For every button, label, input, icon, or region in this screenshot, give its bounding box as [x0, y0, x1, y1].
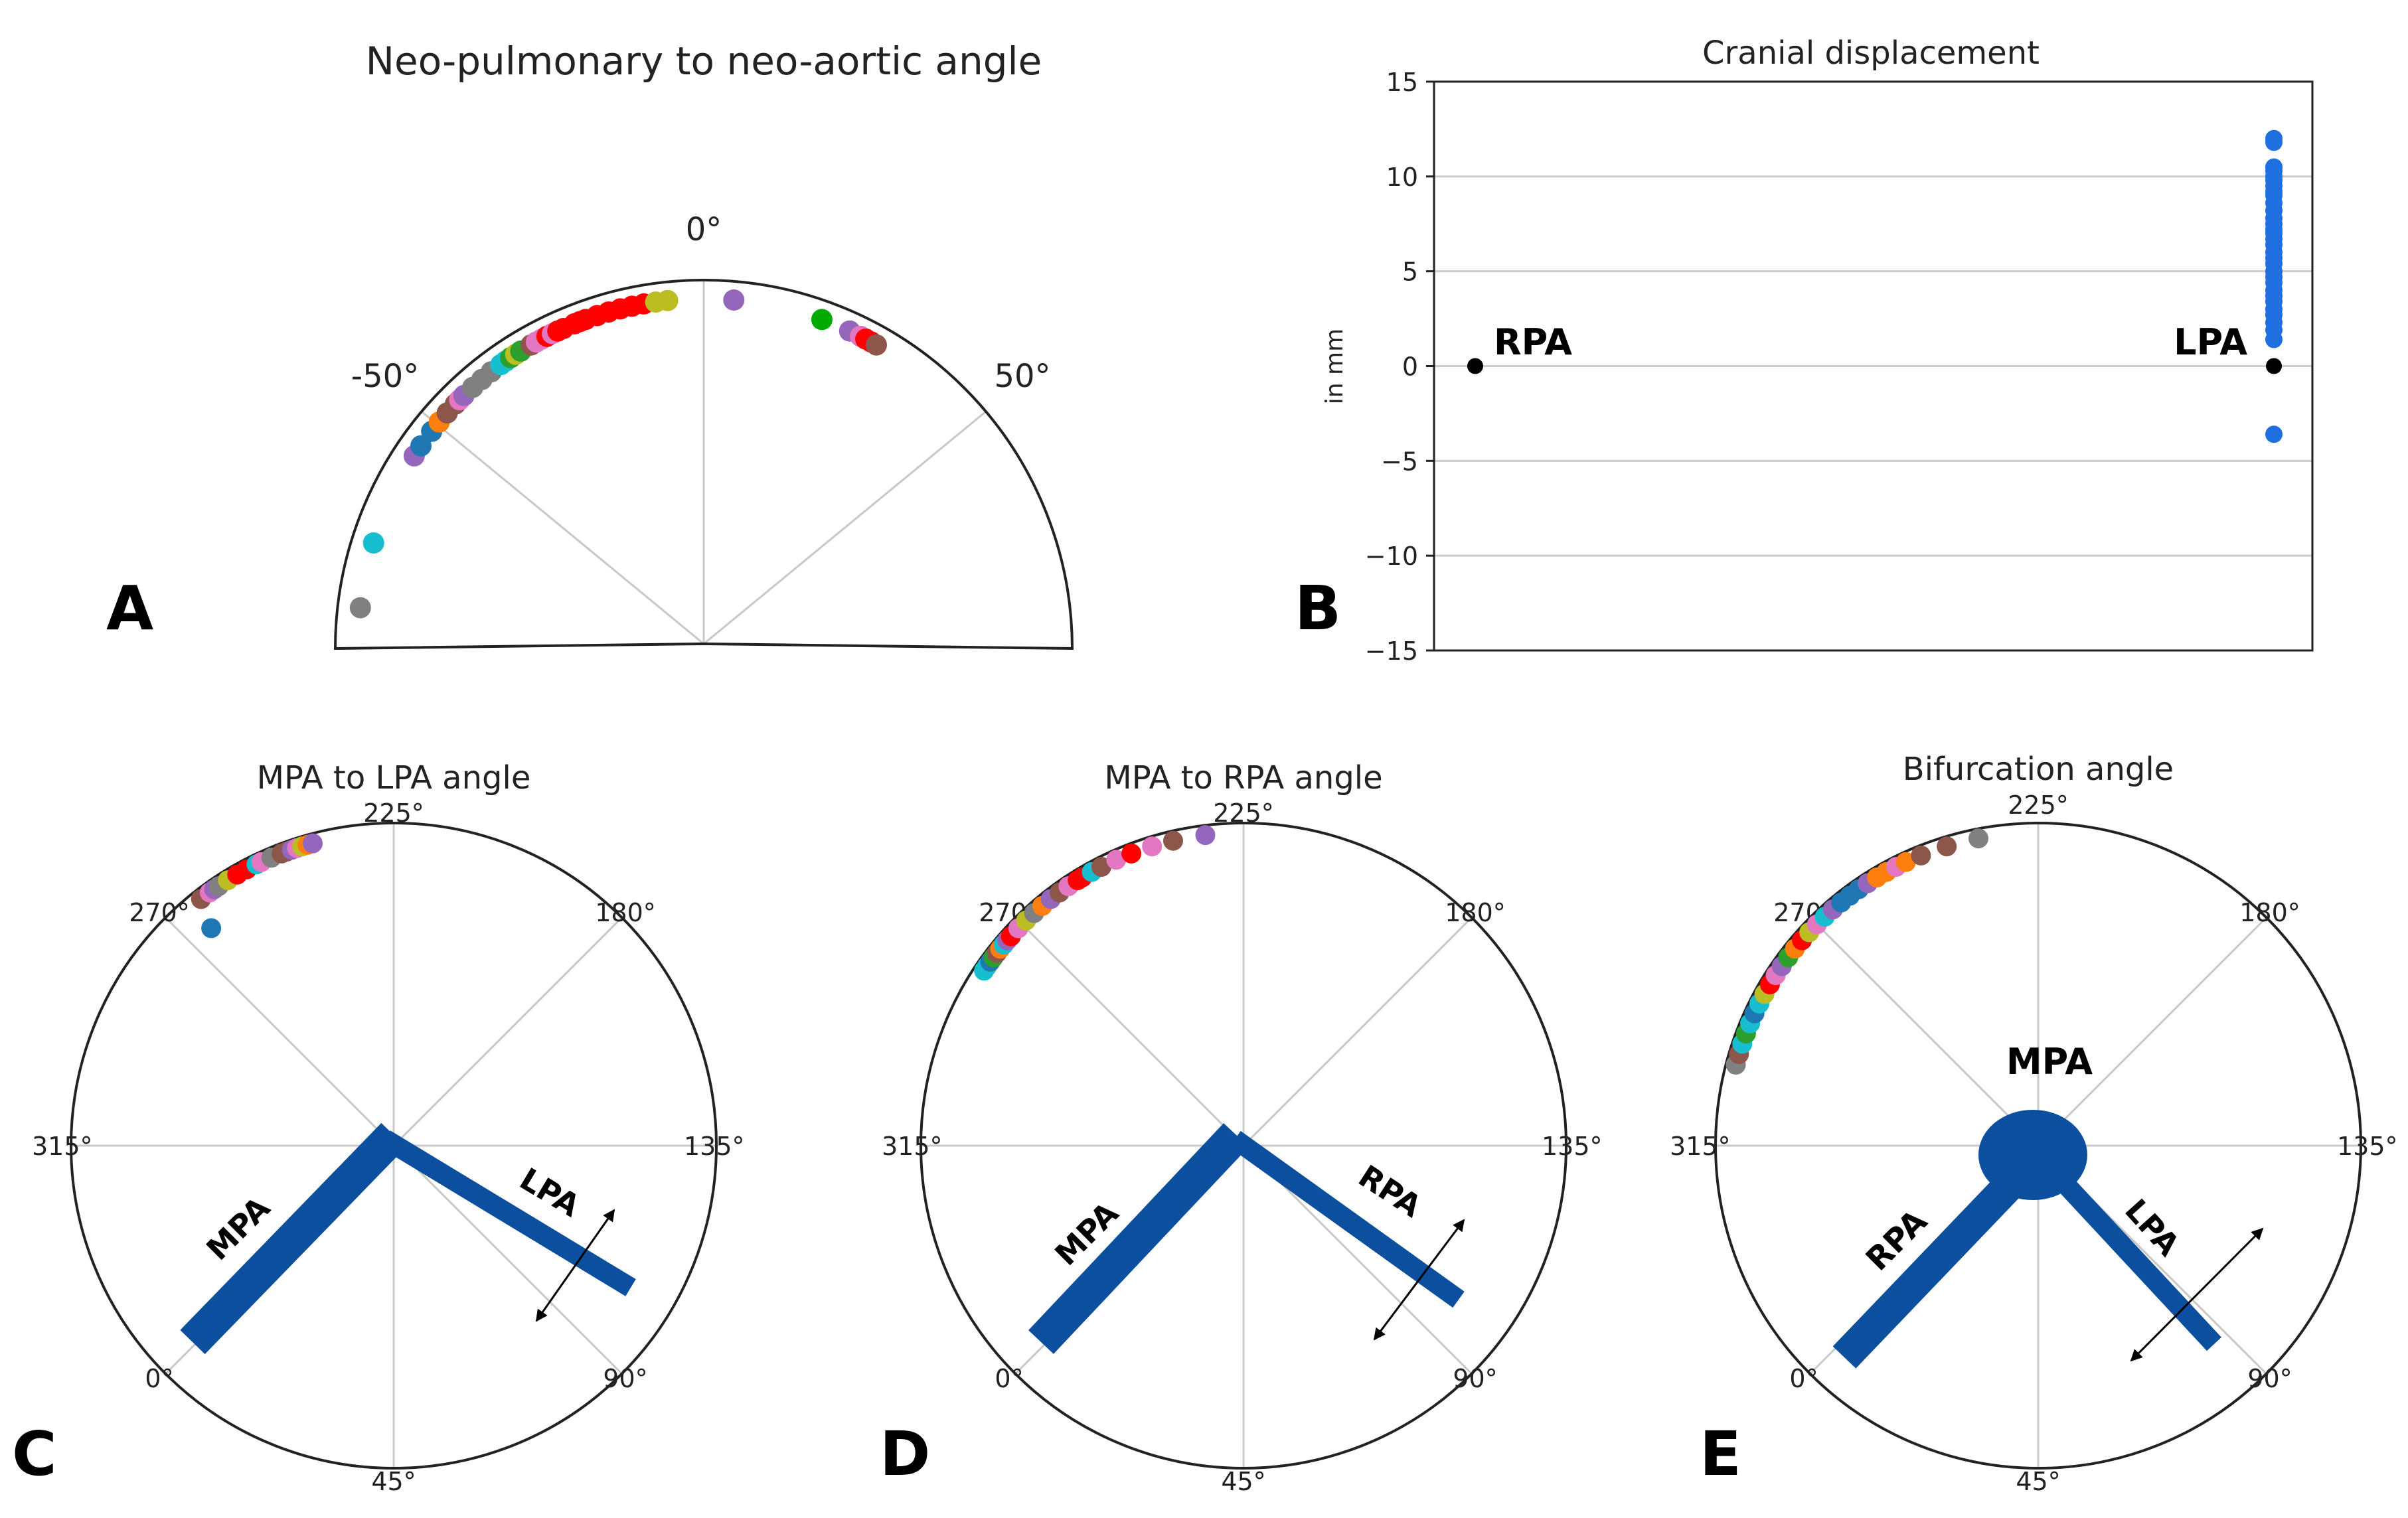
panel-d-tick-135: 135° [1542, 1132, 1603, 1161]
panel-d-tick-315: 315° [882, 1132, 943, 1161]
panel-e-range-arrow [2130, 1227, 2264, 1362]
panel-d-tick-45: 45° [1221, 1467, 1265, 1496]
panel-c-points [191, 833, 323, 939]
panel-a-grid [421, 279, 987, 645]
panel-d-point [1106, 850, 1127, 870]
panel-b-title: Cranial displacement [1702, 35, 2040, 72]
panel-c-tick-270: 270° [129, 898, 190, 927]
panel-b-lpa-label: LPA [2174, 321, 2247, 363]
panel-d-point [1163, 830, 1183, 851]
panel-a-letter: A [106, 573, 153, 644]
panel-c-tick-45: 45° [371, 1467, 416, 1496]
panel-a-point [866, 334, 887, 356]
panel-e-tick-180: 180° [2239, 898, 2300, 927]
panel-c-tick-180: 180° [595, 898, 656, 927]
panel-d: MPA to RPA angle 225° 270° 180° 315° 135… [880, 759, 1603, 1496]
panel-d-rpa-vessel [1229, 1130, 1465, 1308]
panel-c-point [303, 833, 323, 854]
panel-c-tick-315: 315° [32, 1132, 93, 1161]
panel-d-letter: D [880, 1418, 930, 1489]
panel-b: Cranial displacement 15 10 5 0 −5 −10 −15 in m… [1295, 35, 2314, 666]
panel-b-grid [1426, 80, 2312, 652]
panel-d-point [1091, 857, 1111, 877]
panel-e-points [1726, 828, 1988, 1075]
panel-b-ytick-labels: 15 10 5 0 −5 −10 −15 [1365, 68, 1418, 666]
panel-d-tick-225: 225° [1213, 798, 1274, 828]
panel-b-points [1467, 129, 2283, 443]
panel-a-tick-0: 0° [686, 211, 722, 248]
panel-c-title: MPA to LPA angle [257, 759, 531, 797]
panel-c: MPA to LPA angle 225° 270° 180° 315° 135… [12, 759, 745, 1496]
panel-e-tick-45: 45° [2016, 1467, 2060, 1496]
panel-d-tick-180: 180° [1445, 898, 1506, 927]
panel-b-ytick-label: −15 [1365, 637, 1418, 666]
panel-d-points [974, 825, 1216, 981]
panel-b-reference-point [2266, 358, 2282, 374]
panel-c-tick-0: 0° [145, 1364, 173, 1393]
panel-a-point [349, 597, 371, 619]
panel-e-tick-0: 0° [1789, 1364, 1818, 1393]
panel-b-point [2265, 133, 2283, 151]
panel-e-point [1911, 845, 1931, 866]
panel-a-point [723, 289, 745, 311]
panel-e-point [1968, 828, 1988, 849]
panel-c-point [201, 918, 222, 939]
panel-d-rpa-label: RPA [1352, 1158, 1428, 1225]
panel-d-point [1121, 843, 1142, 864]
panel-e-mpa-label: MPA [2006, 1041, 2093, 1083]
panel-c-frame [70, 822, 718, 1470]
panel-a-title: Neo-pulmonary to neo-aortic angle [366, 38, 1042, 84]
panel-b-ytick-label: 15 [1386, 68, 1418, 97]
panel-e-frame [1714, 822, 2362, 1470]
panel-c-tick-225: 225° [363, 798, 424, 828]
panel-d-tick-0: 0° [995, 1364, 1023, 1393]
panel-d-mpa-vessel [1028, 1123, 1249, 1354]
panel-b-rpa-label: RPA [1494, 321, 1572, 363]
panel-b-frame [1433, 80, 2314, 652]
panel-d-point [1195, 825, 1216, 846]
panel-a-frame [333, 279, 1074, 650]
panel-e-letter: E [1700, 1418, 1741, 1489]
panel-e-mpa-vessel [1978, 1110, 2087, 1200]
panel-d-title: MPA to RPA angle [1104, 759, 1382, 797]
panel-a-point [657, 289, 679, 311]
panel-e-tick-315: 315° [1670, 1132, 1731, 1161]
panel-e-point [1937, 836, 1957, 857]
panel-d-range-arrow [1373, 1219, 1465, 1341]
panel-b-ytick-label: 0 [1402, 352, 1418, 382]
panel-b-letter: B [1295, 573, 1341, 644]
panel-e: Bifurcation angle 225° 270° 180° 315° 13… [1670, 751, 2398, 1496]
panel-c-range-arrow [535, 1209, 615, 1322]
panel-b-point [2265, 425, 2283, 443]
panel-b-ytick-label: 10 [1386, 163, 1418, 192]
panel-e-point [1895, 852, 1916, 872]
panel-e-tick-225: 225° [2008, 791, 2069, 820]
panel-a-tick-minus50: -50° [351, 358, 419, 395]
panel-b-ytick-label: 5 [1402, 258, 1418, 287]
panel-a-point [362, 532, 384, 554]
panel-c-tick-135: 135° [684, 1132, 745, 1161]
panel-a-point [811, 309, 833, 331]
panel-b-ytick-label: −10 [1365, 542, 1418, 571]
panel-d-point [1142, 836, 1163, 857]
panel-e-title: Bifurcation angle [1903, 751, 2174, 788]
panel-a-tick-50: 50° [994, 358, 1050, 395]
panel-c-lpa-vessel [380, 1130, 636, 1296]
panel-d-frame [920, 822, 1567, 1470]
panel-e-tick-135: 135° [2337, 1132, 2398, 1161]
panel-c-letter: C [12, 1418, 57, 1489]
panel-b-ylabel: in mm [1321, 329, 1348, 404]
panel-b-reference-point [1467, 358, 1483, 374]
panel-a: Neo-pulmonary to neo-aortic angle 0° -50… [106, 38, 1074, 650]
panel-c-mpa-vessel [180, 1122, 406, 1355]
panel-a-point [410, 435, 432, 457]
panel-d-tick-90: 90° [1453, 1364, 1497, 1393]
panel-a-points [349, 289, 887, 619]
panel-c-tick-90: 90° [603, 1364, 647, 1393]
panel-e-tick-90: 90° [2247, 1364, 2292, 1393]
panel-b-point [2265, 331, 2283, 348]
panel-b-ytick-label: −5 [1381, 447, 1418, 476]
